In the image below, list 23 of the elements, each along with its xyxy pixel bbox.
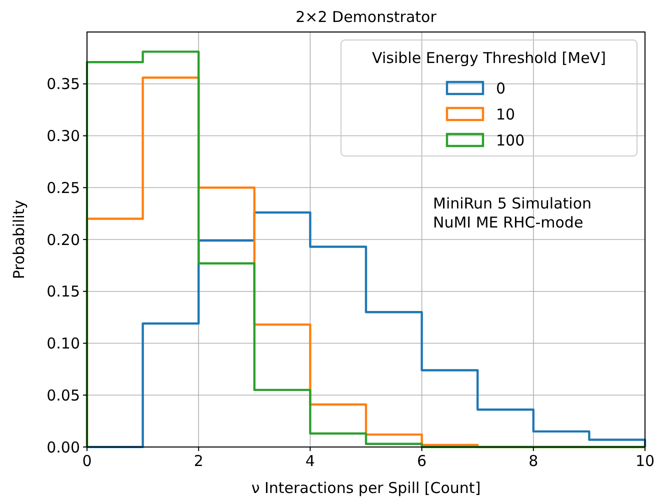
y-axis-title: Probability: [10, 200, 28, 280]
legend-label: 10: [496, 105, 516, 124]
legend-label: 100: [496, 131, 525, 150]
x-tick-label: 6: [417, 452, 427, 470]
x-axis-title: ν Interactions per Spill [Count]: [251, 479, 481, 497]
y-tick-label: 0.30: [46, 127, 80, 145]
chart-title: 2×2 Demonstrator: [296, 8, 438, 26]
x-tick-label: 2: [194, 452, 204, 470]
legend-label: 0: [496, 79, 506, 98]
y-tick-label: 0.35: [46, 75, 80, 94]
y-tick-label: 0.10: [46, 334, 80, 352]
x-tick-label: 4: [305, 452, 315, 470]
y-tick-label: 0.05: [46, 386, 80, 404]
annotation: NuMI ME RHC-mode: [433, 213, 584, 232]
legend-title: Visible Energy Threshold [MeV]: [372, 49, 606, 67]
y-tick-label: 0.25: [46, 178, 80, 197]
x-tick-label: 10: [635, 452, 655, 470]
y-tick-label: 0.15: [46, 282, 80, 301]
annotation: MiniRun 5 Simulation: [433, 194, 592, 212]
y-tick-label: 0.00: [46, 438, 80, 456]
x-tick-label: 0: [82, 452, 92, 470]
y-tick-label: 0.20: [46, 230, 80, 249]
x-tick-label: 8: [528, 452, 538, 470]
